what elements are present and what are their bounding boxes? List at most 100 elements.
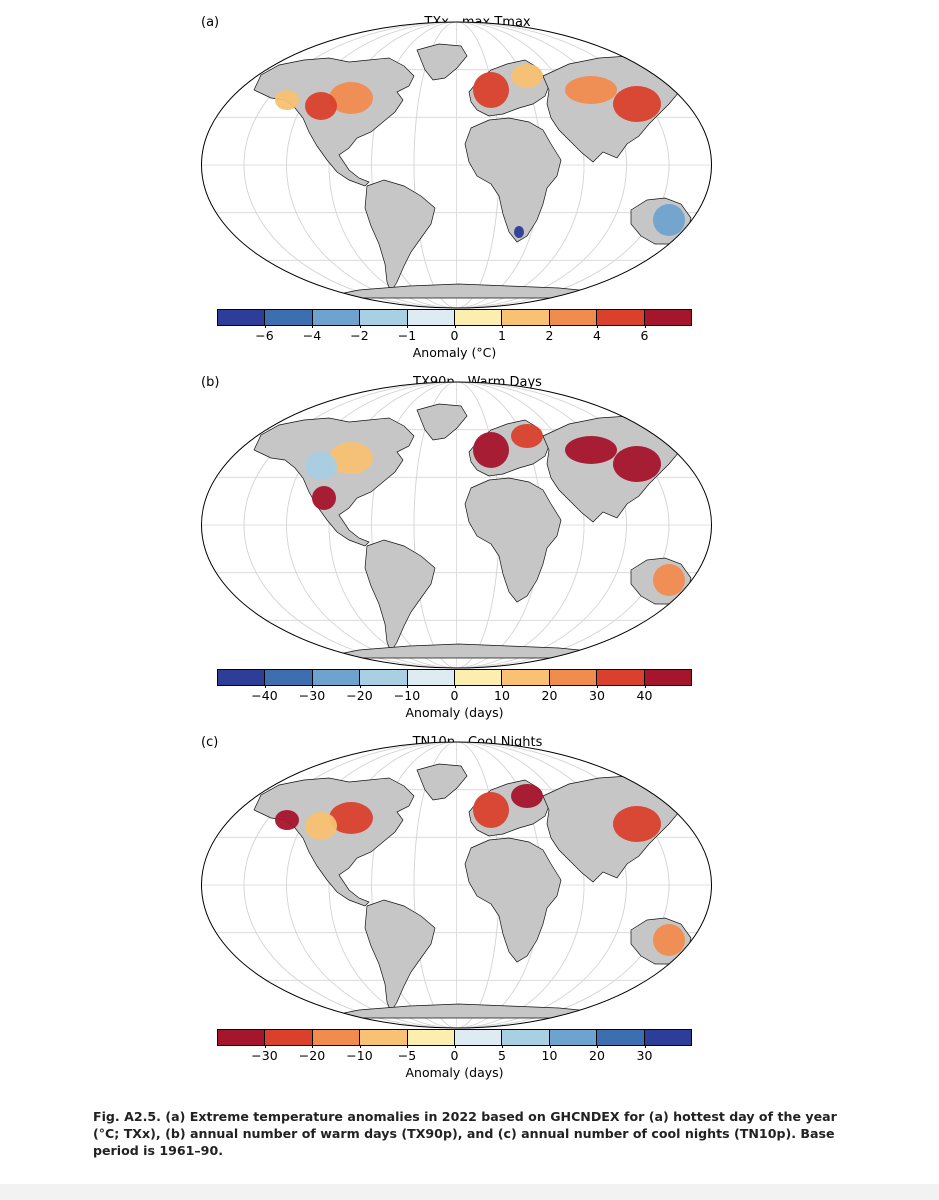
colorbar-swatch [265, 310, 313, 325]
meridian-line [243, 22, 670, 308]
colorbar-swatch [644, 310, 692, 325]
anomaly-patch-north-america-west [275, 810, 299, 830]
anomaly-patch-east-asia [613, 86, 661, 122]
colorbar-swatch [218, 310, 266, 325]
land-south-america [364, 179, 436, 293]
colorbar-tick-label: −5 [397, 1048, 417, 1063]
anomaly-patch-western-europe [473, 792, 509, 828]
colorbar-tick-label: −10 [346, 1048, 373, 1063]
colorbar-swatch [597, 1030, 645, 1045]
anomaly-patch-australia-east [653, 924, 685, 956]
colorbar-tick-label: 10 [541, 1048, 558, 1063]
colorbar-tick-mark [644, 325, 646, 328]
colorbar-tick-label: −6 [255, 328, 274, 343]
colorbar-tick-mark [312, 685, 313, 688]
colorbar-tick-mark [264, 325, 266, 328]
land-greenland [416, 763, 468, 801]
colorbar-swatch [502, 1030, 550, 1045]
colorbar-tick-label: −20 [298, 1048, 326, 1063]
colorbar-tick-label: −2 [350, 328, 369, 343]
colorbar-swatch [597, 670, 645, 685]
anomaly-patch-eastern-europe [511, 64, 543, 88]
anomaly-patch-north-america-east [329, 802, 373, 834]
colorbar-tick-label: 2 [545, 328, 554, 343]
anomaly-patch-western-europe [473, 432, 509, 468]
panel-letter: (b) [201, 375, 220, 390]
colorbar-swatch [407, 310, 456, 325]
colorbar-tick-label: −1 [397, 328, 417, 343]
colorbar [217, 669, 692, 686]
colorbar-tick-label: 30 [636, 1048, 653, 1063]
colorbar-tick-mark [644, 685, 646, 688]
world-map [201, 21, 712, 309]
colorbar-swatch [218, 1030, 266, 1045]
colorbar-label: Anomaly (days) [405, 1065, 504, 1080]
map-border [201, 381, 712, 669]
colorbar-tick-label: 5 [498, 1048, 506, 1063]
map-border [201, 21, 712, 309]
colorbar-swatch [360, 1030, 408, 1045]
colorbar-tick-mark [502, 325, 503, 328]
land-greenland [416, 43, 468, 81]
land-africa [464, 117, 562, 243]
colorbar-tick-label: −30 [251, 1048, 278, 1063]
colorbar-swatch [455, 670, 503, 685]
colorbar-tick-mark [454, 1045, 456, 1048]
colorbar-tick-label: −4 [302, 328, 322, 343]
colorbar-tick-mark [359, 325, 361, 328]
meridian-line [243, 742, 670, 1028]
colorbar-ticks: −30 −20 −10 −5 0 5 10 20 30 [217, 1045, 692, 1064]
anomaly-patch-central-asia [565, 76, 617, 104]
colorbar-swatch [312, 1030, 361, 1045]
anomaly-patch-australia-east [653, 564, 685, 596]
colorbar-tick-mark [407, 325, 408, 328]
meridian-line [328, 22, 585, 308]
colorbar-tick-mark [312, 1045, 313, 1048]
colorbar-swatch [455, 310, 503, 325]
meridian-line [328, 742, 585, 1028]
anomaly-patch-australia-east [653, 204, 685, 236]
colorbar-swatch [265, 670, 313, 685]
colorbar-swatch [502, 310, 550, 325]
colorbar-tick-label: 1 [498, 328, 506, 343]
colorbar-swatch [312, 310, 361, 325]
colorbar-swatch [360, 670, 408, 685]
colorbar-swatch [549, 670, 598, 685]
meridian-line [328, 382, 585, 668]
panel-letter: (c) [201, 735, 219, 750]
meridian-line [286, 22, 627, 308]
colorbar-tick-label: 20 [589, 1048, 605, 1063]
land-north-america [253, 417, 415, 547]
colorbar-tick-mark [597, 325, 598, 328]
colorbar-swatch [455, 1030, 503, 1045]
anomaly-patch-north-america-east [329, 82, 373, 114]
land-africa [464, 477, 562, 603]
anomaly-patch-southern-africa [514, 226, 524, 238]
colorbar-swatch [644, 670, 692, 685]
colorbar-swatch [502, 670, 550, 685]
colorbar-swatch [549, 1030, 598, 1045]
meridian-line [286, 742, 627, 1028]
meridian-line [243, 382, 670, 668]
colorbar-tick-mark [502, 685, 503, 688]
colorbar-tick-label: 30 [589, 688, 605, 703]
colorbar-tick-label: −40 [251, 688, 278, 703]
colorbar-tick-label: 0 [450, 688, 459, 703]
colorbar-tick-mark [549, 325, 551, 328]
land-north-america [253, 777, 415, 907]
colorbar-tick-mark [264, 685, 266, 688]
land-africa [464, 837, 562, 963]
colorbar-swatch [407, 670, 456, 685]
colorbar-swatch [644, 1030, 692, 1045]
anomaly-patch-north-america-central [305, 92, 337, 120]
anomaly-patch-north-america-south [312, 486, 336, 510]
panel-letter: (a) [201, 15, 220, 30]
colorbar-swatch [360, 310, 408, 325]
colorbar-tick-mark [407, 685, 408, 688]
colorbar-swatch [312, 670, 361, 685]
colorbar-tick-label: 0 [450, 1048, 459, 1063]
colorbar-tick-label: −30 [298, 688, 326, 703]
land-south-america [364, 539, 436, 653]
land-south-america [364, 899, 436, 1013]
colorbar-tick-mark [454, 685, 456, 688]
